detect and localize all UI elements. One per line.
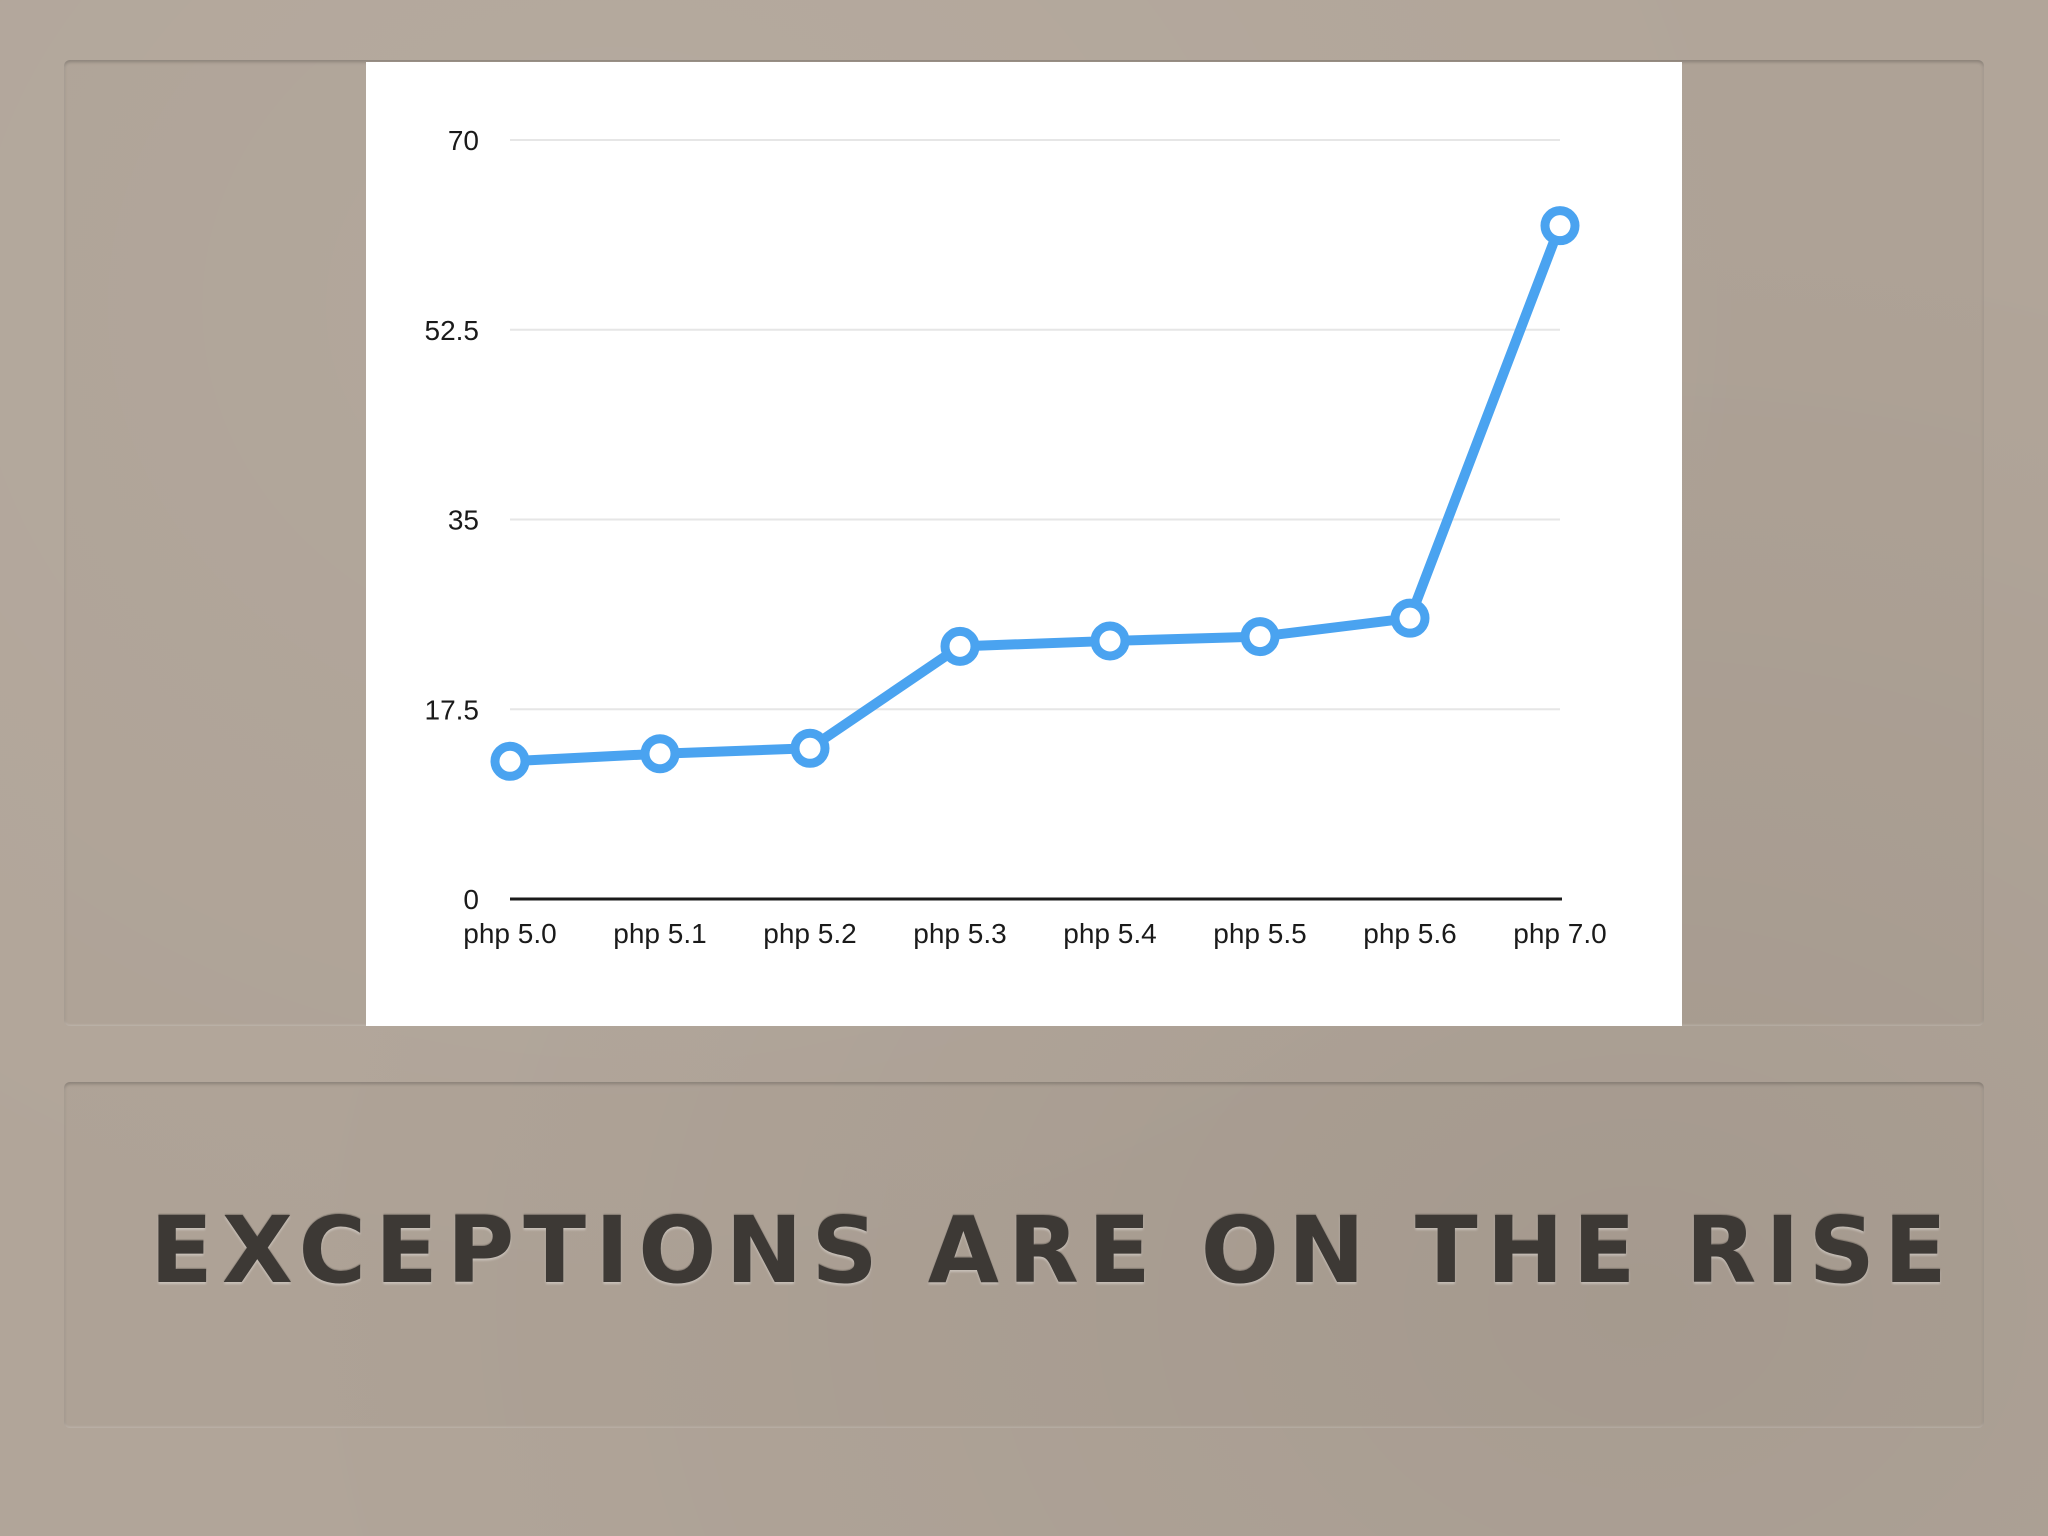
data-point: [1540, 206, 1580, 246]
line-chart: 0 17.5 35 52.5 70 php 5.0 php 5.1 php 5.2 php 5.…: [366, 62, 1682, 1026]
y-tick-label: 52.5: [425, 315, 480, 346]
x-tick-label: php 5.3: [913, 918, 1006, 949]
y-tick-label: 70: [448, 125, 479, 156]
data-point: [1390, 598, 1430, 638]
x-tick-label: php 7.0: [1513, 918, 1606, 949]
x-tick-label: php 5.5: [1213, 918, 1306, 949]
data-point: [1090, 621, 1130, 661]
x-tick-label: php 5.0: [463, 918, 556, 949]
data-point: [790, 728, 830, 768]
y-tick-label: 0: [463, 884, 479, 915]
data-point: [490, 741, 530, 781]
y-tick-label: 17.5: [425, 694, 480, 725]
x-tick-label: php 5.2: [763, 918, 856, 949]
data-point: [1240, 617, 1280, 657]
slide-title: EXCEPTIONS ARE ON THE RISE: [150, 1197, 1956, 1304]
series-line: [505, 220, 1565, 767]
x-tick-label: php 5.6: [1363, 918, 1456, 949]
data-point: [640, 734, 680, 774]
x-tick-label: php 5.4: [1063, 918, 1156, 949]
line-chart-svg: 0 17.5 35 52.5 70 php 5.0 php 5.1 php 5.2 php 5.…: [425, 125, 1607, 949]
y-tick-label: 35: [448, 505, 479, 536]
x-tick-label: php 5.1: [613, 918, 706, 949]
data-point: [940, 626, 980, 666]
